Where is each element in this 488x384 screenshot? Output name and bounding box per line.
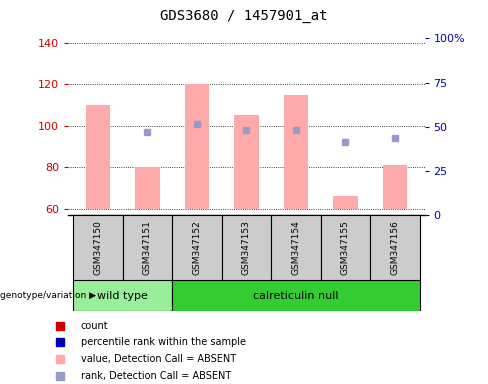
Bar xyxy=(370,215,420,280)
Bar xyxy=(284,94,308,209)
Text: GDS3680 / 1457901_at: GDS3680 / 1457901_at xyxy=(160,9,328,23)
Text: GSM347155: GSM347155 xyxy=(341,220,350,275)
Text: value, Detection Call = ABSENT: value, Detection Call = ABSENT xyxy=(81,354,236,364)
Bar xyxy=(73,215,123,280)
Text: rank, Detection Call = ABSENT: rank, Detection Call = ABSENT xyxy=(81,371,231,381)
Bar xyxy=(172,215,222,280)
Bar xyxy=(135,167,160,209)
Bar xyxy=(184,84,209,209)
Bar xyxy=(222,215,271,280)
Bar xyxy=(271,215,321,280)
Bar xyxy=(321,215,370,280)
Text: GSM347150: GSM347150 xyxy=(94,220,102,275)
Text: percentile rank within the sample: percentile rank within the sample xyxy=(81,338,246,348)
Text: genotype/variation ▶: genotype/variation ▶ xyxy=(0,291,96,300)
Text: GSM347151: GSM347151 xyxy=(143,220,152,275)
Bar xyxy=(333,196,358,209)
Bar xyxy=(85,105,110,209)
Text: GSM347154: GSM347154 xyxy=(291,220,301,275)
Bar xyxy=(383,165,407,209)
Bar xyxy=(73,280,172,311)
Text: GSM347156: GSM347156 xyxy=(390,220,399,275)
Text: GSM347152: GSM347152 xyxy=(192,220,202,275)
Text: calreticulin null: calreticulin null xyxy=(253,291,339,301)
Text: GSM347153: GSM347153 xyxy=(242,220,251,275)
Bar xyxy=(172,280,420,311)
Text: wild type: wild type xyxy=(97,291,148,301)
Text: count: count xyxy=(81,321,108,331)
Bar xyxy=(123,215,172,280)
Bar xyxy=(234,115,259,209)
